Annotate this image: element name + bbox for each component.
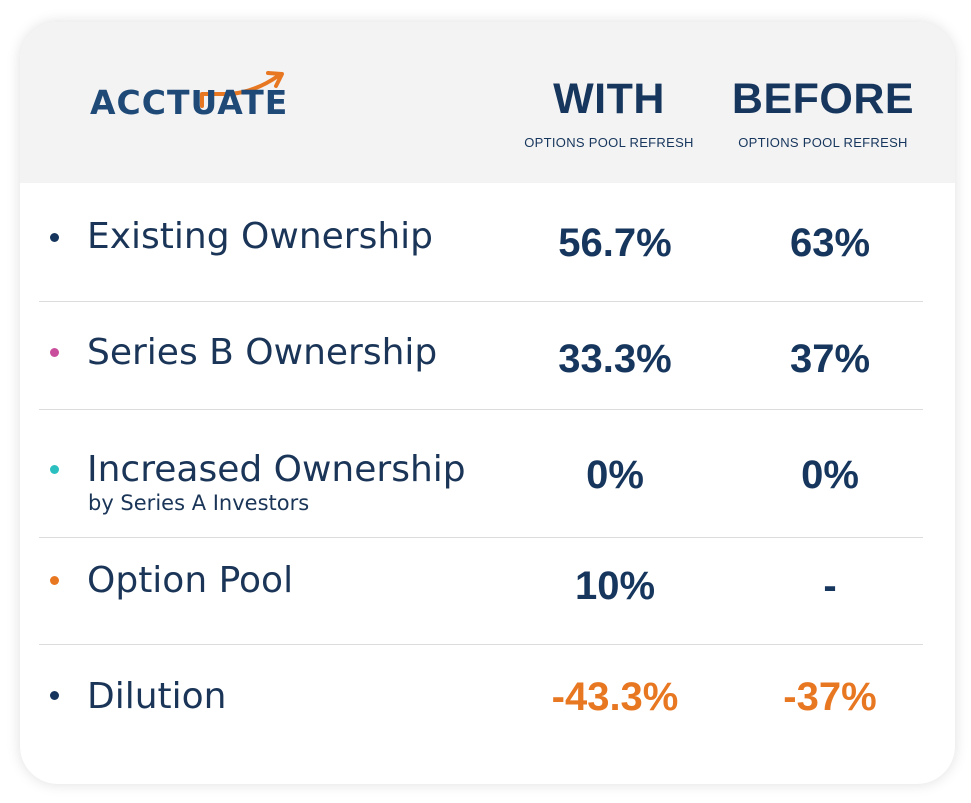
column-header-with: WITH OPTIONS POOL REFRESH [504,75,714,151]
column-title-before: BEFORE [731,75,915,123]
row-divider [39,644,923,645]
bullet-dot [50,691,59,700]
value-with: 0% [586,453,644,497]
table-row: Dilution -43.3% -37% [20,645,955,765]
column-header-before: BEFORE OPTIONS POOL REFRESH [718,75,928,151]
bullet-dot [50,233,59,242]
value-before: 37% [789,337,871,381]
column-subtitle-with: OPTIONS POOL REFRESH [524,135,694,150]
row-label: Dilution [87,676,227,717]
value-with: 10% [574,564,656,608]
bullet-dot [50,348,59,357]
logo-text: ACCTUATE [90,83,289,122]
value-before: 63% [789,221,871,265]
value-with: 33.3% [558,337,672,381]
table-row: Option Pool 10% - [20,538,955,644]
table-header: ACCTUATE WITH OPTIONS POOL REFRESH BEFOR… [20,22,955,183]
acctuate-logo: ACCTUATE [90,70,290,136]
row-divider [39,409,923,410]
value-with: -43.3% [551,675,679,719]
value-before: - [823,564,837,608]
value-before: -37% [783,675,877,719]
row-divider [39,537,923,538]
row-label: Series B Ownership [87,332,438,373]
row-label: Option Pool [87,560,294,601]
row-label: Increased Ownership [87,449,466,490]
rising-arrow-icon [200,71,284,108]
table-row: Increased Ownership by Series A Investor… [20,410,955,537]
column-subtitle-before: OPTIONS POOL REFRESH [738,135,908,150]
table-row: Existing Ownership 56.7% 63% [20,183,955,301]
value-before: 0% [801,453,859,497]
bullet-dot [50,576,59,585]
column-title-with: WITH [553,75,665,123]
comparison-card: ACCTUATE WITH OPTIONS POOL REFRESH BEFOR… [20,22,955,784]
row-divider [39,301,923,302]
row-label: Existing Ownership [87,216,434,257]
bullet-dot [50,465,59,474]
value-with: 56.7% [558,221,672,265]
table-row: Series B Ownership 33.3% 37% [20,302,955,409]
row-sublabel: by Series A Investors [88,491,310,515]
